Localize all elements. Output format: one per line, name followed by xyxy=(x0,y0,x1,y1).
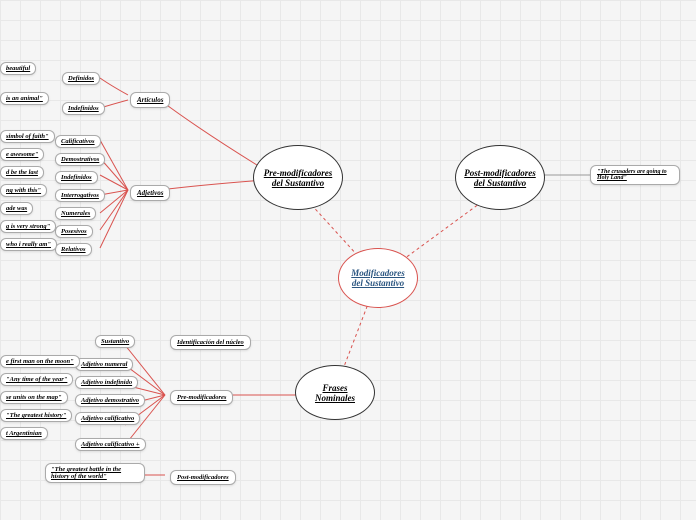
fr-ex5: t Argentinian xyxy=(0,427,48,440)
frases-label: Frases Nominales xyxy=(304,383,366,403)
adj-ex3: d be the last xyxy=(0,166,44,179)
pre-label: Pre-modificadores del Sustantivo xyxy=(262,168,334,188)
calificativos[interactable]: Calificativos xyxy=(55,135,101,148)
numerales[interactable]: Numerales xyxy=(55,207,96,220)
adj-ex6: g is very strong" xyxy=(0,220,56,233)
post-mod-node[interactable]: Post-modificadores del Sustantivo xyxy=(455,145,545,210)
adj-ex4: ng with this" xyxy=(0,184,47,197)
adj-cal-plus[interactable]: Adjetivo calificativo + xyxy=(75,438,146,451)
center-node[interactable]: Modificadores del Sustantivo xyxy=(338,248,418,308)
indefinidos-box[interactable]: Indefinidos xyxy=(62,102,105,115)
ex-def: beautiful xyxy=(0,62,36,75)
ex-indef: is an animal" xyxy=(0,92,49,105)
premod-box[interactable]: Pre-modificadores xyxy=(170,390,233,405)
fr-ex1: e first man on the moon" xyxy=(0,355,80,368)
post-example: "The crusaders are going to Holy Land" xyxy=(590,165,680,185)
fr-ex-post: "The greatest battle in the history of t… xyxy=(45,463,145,483)
adj-ex7: who i really am" xyxy=(0,238,57,251)
post-label: Post-modificadores del Sustantivo xyxy=(464,168,536,188)
demostrativos[interactable]: Demostrativos xyxy=(55,153,105,166)
adj-demo[interactable]: Adjetivo demostrativo xyxy=(75,394,145,407)
interrogativos[interactable]: Interrogativos xyxy=(55,189,105,202)
adj-ex1: simbol of faith" xyxy=(0,130,55,143)
fr-ex3: se units on the map" xyxy=(0,391,68,404)
fr-ex2: "Any time of the year" xyxy=(0,373,73,386)
adj-numeral[interactable]: Adjetivo numeral xyxy=(75,358,133,371)
posesivos[interactable]: Posesivos xyxy=(55,225,93,238)
adjetivos-box[interactable]: Adjetivos xyxy=(130,185,170,201)
identificacion-box[interactable]: Identificación del núcleo xyxy=(170,335,251,350)
adj-ex5: ade was xyxy=(0,202,33,215)
fr-ex4: "The greatest history" xyxy=(0,409,72,422)
adj-indef[interactable]: Adjetivo indefinido xyxy=(75,376,138,389)
pre-mod-node[interactable]: Pre-modificadores del Sustantivo xyxy=(253,145,343,210)
relativos[interactable]: Relativos xyxy=(55,243,92,256)
adj-ex2: e awesome" xyxy=(0,148,44,161)
adj-indefinidos[interactable]: Indefinidos xyxy=(55,171,98,184)
articulos-box[interactable]: Artículos xyxy=(130,92,170,108)
definidos-box[interactable]: Definidos xyxy=(62,72,100,85)
sustantivo-box[interactable]: Sustantivo xyxy=(95,335,135,348)
postmod-box[interactable]: Post-modificadores xyxy=(170,470,236,485)
center-label: Modificadores del Sustantivo xyxy=(347,268,409,288)
frases-node[interactable]: Frases Nominales xyxy=(295,365,375,420)
adj-cal[interactable]: Adjetivo calificativo xyxy=(75,412,140,425)
